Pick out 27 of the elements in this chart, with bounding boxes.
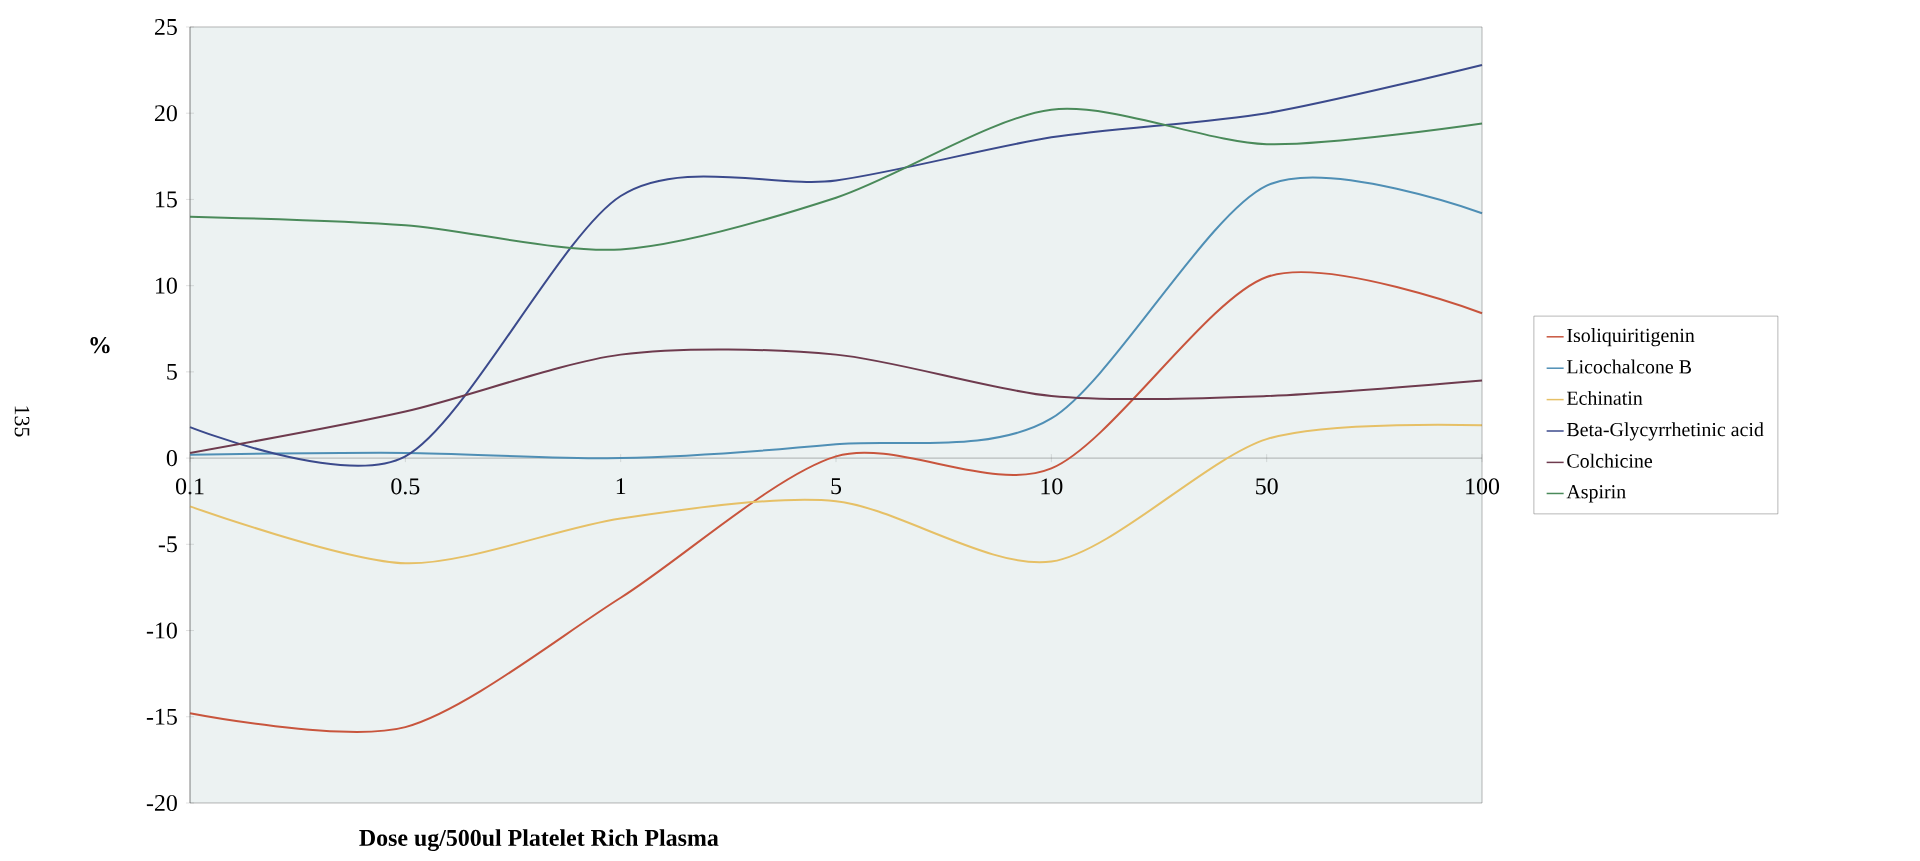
legend-label: Licochalcone B <box>1566 359 1691 374</box>
x-tick-label: 10 <box>1041 478 1063 495</box>
y-tick-label: 5 <box>167 363 177 380</box>
y-tick-label: 25 <box>154 18 177 36</box>
x-tick-label: 0.1 <box>175 478 204 495</box>
x-tick-label: 100 <box>1466 478 1500 495</box>
x-tick-label: 0.5 <box>391 478 420 495</box>
legend-label: Beta-Glycyrrhetinic acid <box>1566 422 1764 441</box>
x-tick-label: 50 <box>1256 478 1278 495</box>
y-tick-label: 20 <box>154 105 177 122</box>
x-tick-label: 1 <box>616 478 626 495</box>
legend-label: Aspirin <box>1566 485 1626 503</box>
legend-label: Echinatin <box>1566 390 1643 405</box>
x-axis-title: Dose ug/500ul Platelet Rich Plasma <box>359 829 719 852</box>
y-tick-label: 15 <box>156 191 177 208</box>
legend-label: Isoliquiritigenin <box>1567 328 1695 347</box>
y-tick-label: -5 <box>158 536 177 553</box>
y-tick-label: 10 <box>156 277 177 294</box>
y-tick-label: 0 <box>166 450 177 467</box>
y-axis-title: % <box>90 337 110 354</box>
x-tick-label: 5 <box>831 478 842 495</box>
y-tick-label: -20 <box>146 794 177 812</box>
y-tick-label: -15 <box>146 708 177 725</box>
legend-label: Colchicine <box>1567 453 1653 468</box>
y-tick-label: -10 <box>146 622 177 639</box>
line-series <box>189 107 1484 251</box>
text: 135 <box>14 406 30 437</box>
